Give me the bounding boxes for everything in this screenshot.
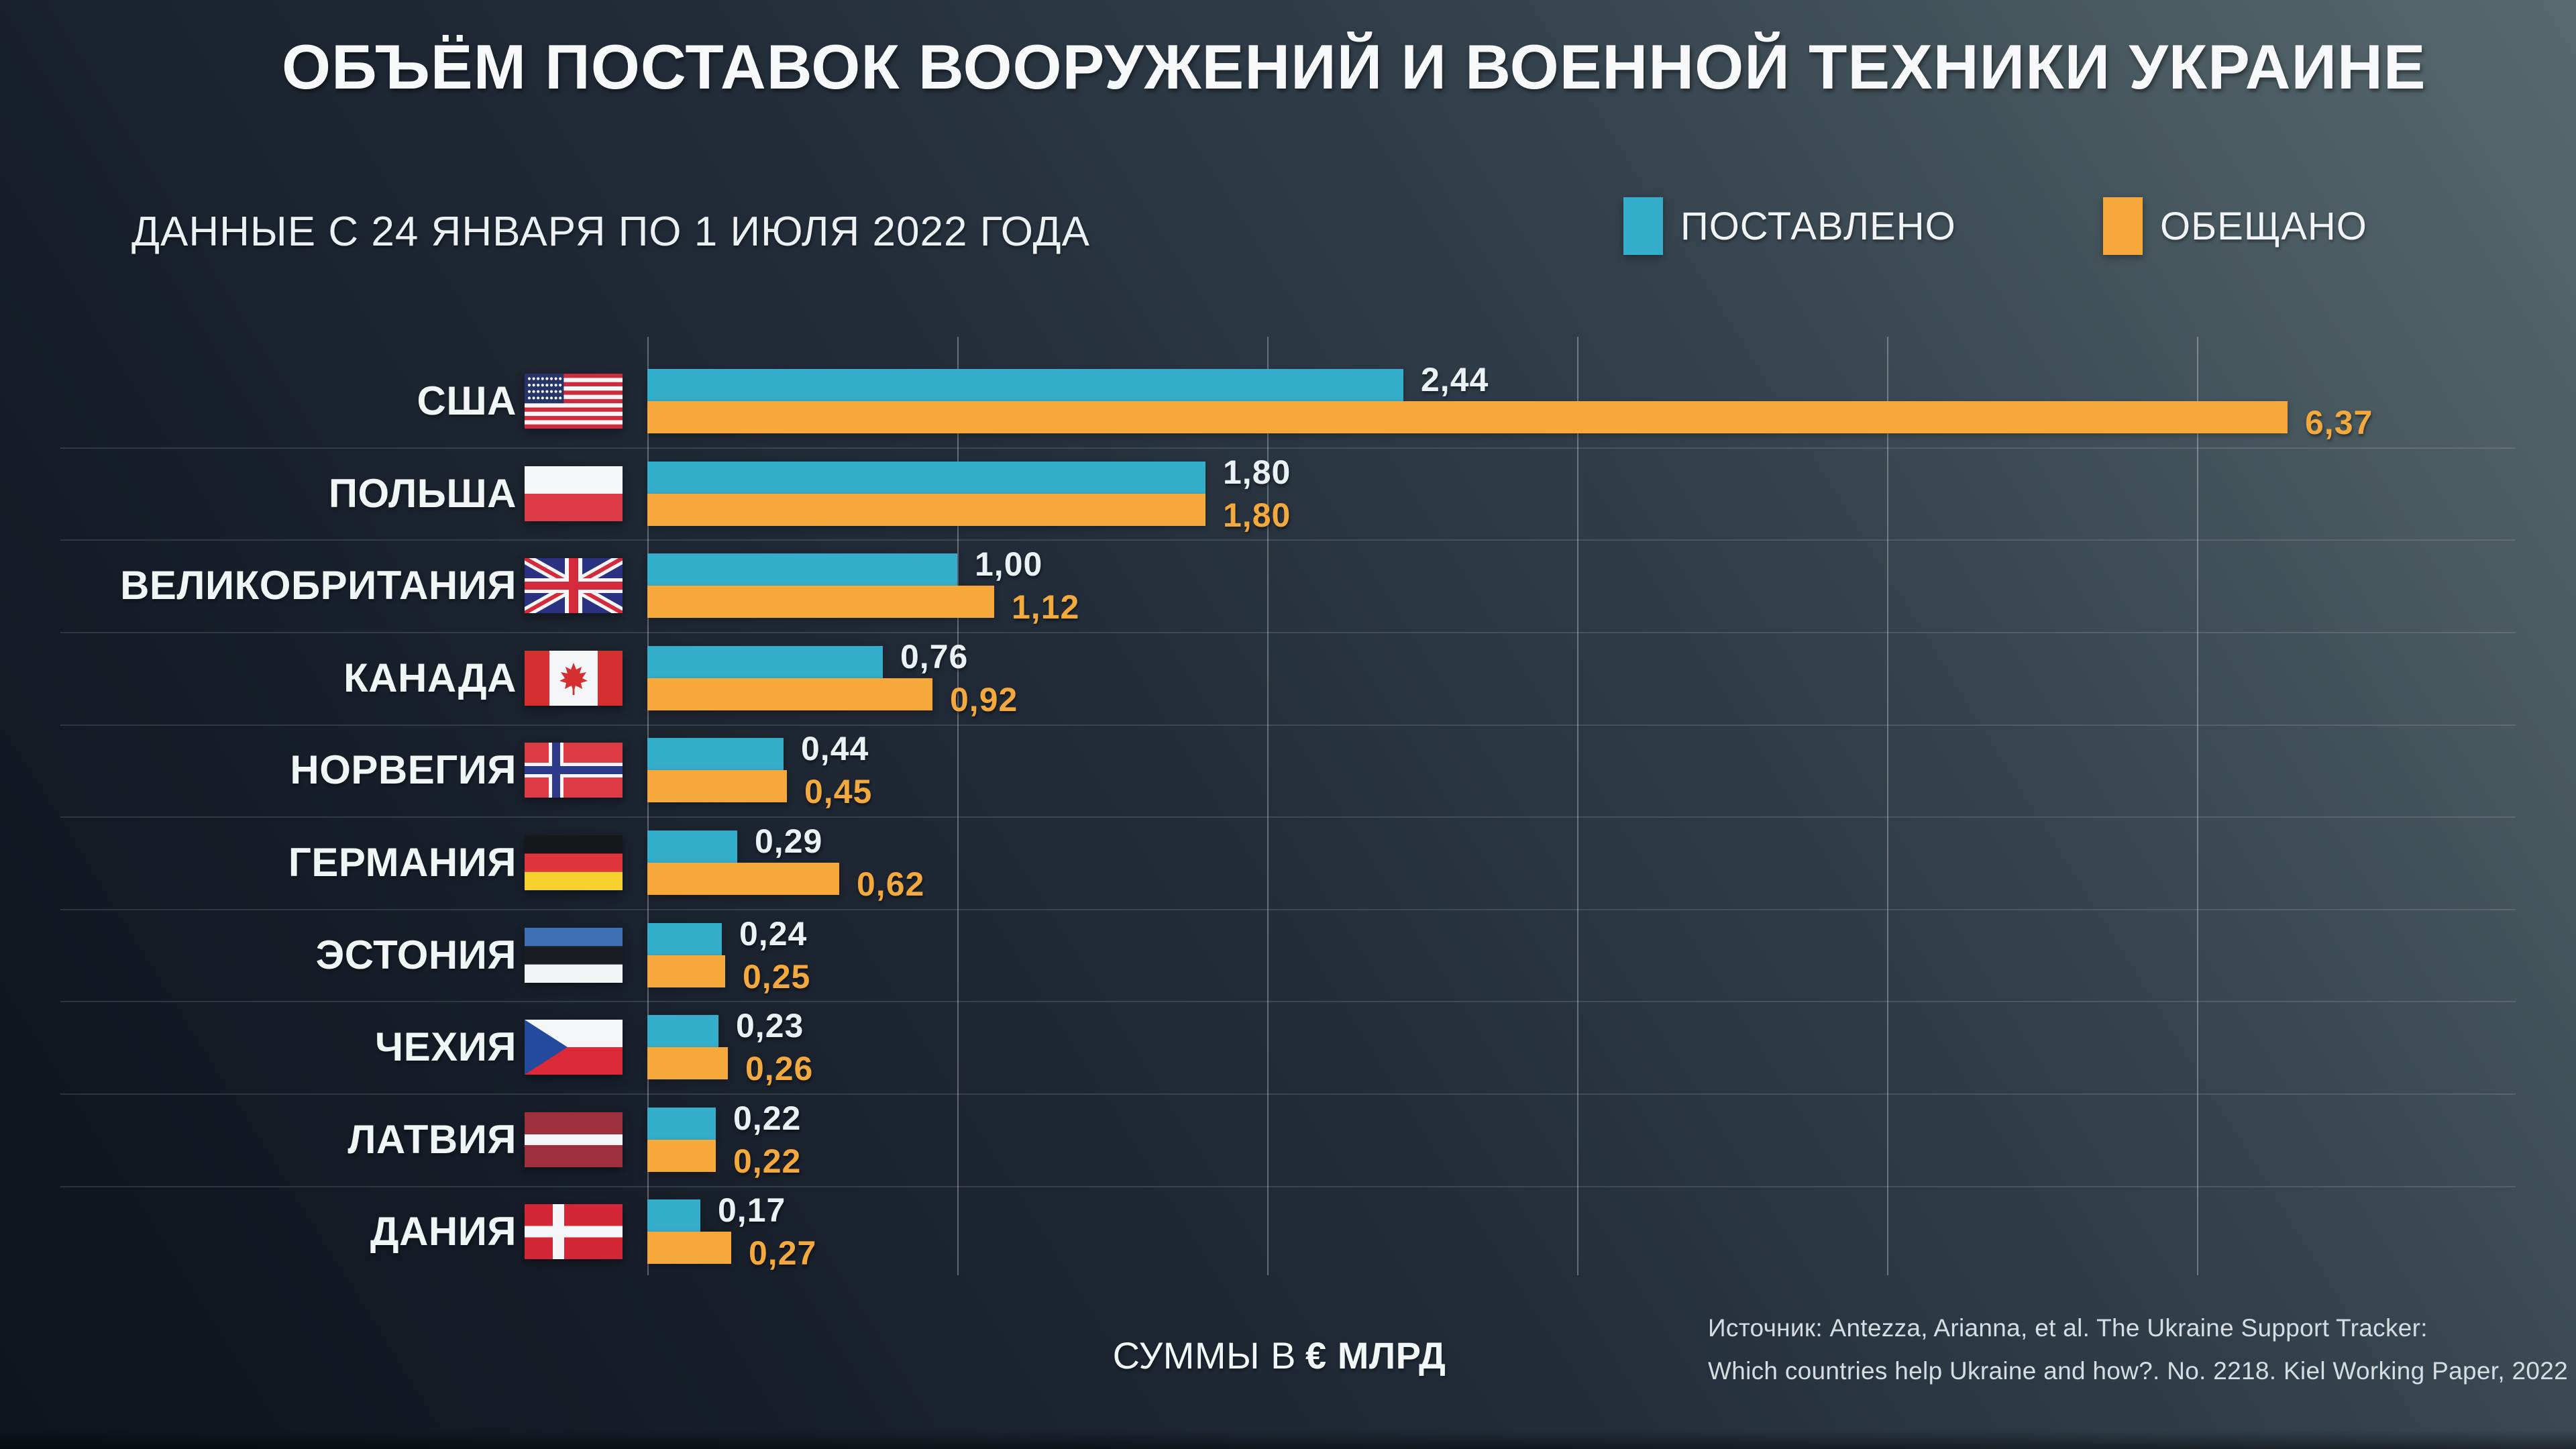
page-title: ОБЪЁМ ПОСТАВОК ВООРУЖЕНИЙ И ВОЕННОЙ ТЕХН… <box>282 32 2426 102</box>
gridline <box>1577 337 1578 1275</box>
units-note: СУММЫ В € МЛРД <box>944 1334 1615 1377</box>
promised-bar <box>647 1232 731 1264</box>
row-separator <box>60 447 2516 449</box>
promised-bar <box>647 770 787 802</box>
delivered-value: 1,00 <box>975 545 1043 583</box>
delivered-bar <box>647 738 784 770</box>
promised-value: 0,92 <box>950 681 1018 718</box>
promised-bar <box>647 678 932 710</box>
country-label: ЛАТВИЯ <box>347 1117 517 1162</box>
delivered-value: 0,24 <box>739 915 808 953</box>
delivered-bar <box>647 1015 718 1047</box>
delivered-bar <box>647 1199 700 1232</box>
country-label: КАНАДА <box>343 655 517 700</box>
legend-item-promised: ОБЕЩАНО <box>2103 197 2367 255</box>
gridline <box>957 337 959 1275</box>
delivered-value: 0,22 <box>733 1099 802 1137</box>
row-separator <box>60 1001 2516 1002</box>
country-label: ЭСТОНИЯ <box>315 932 517 977</box>
row-separator <box>60 724 2516 726</box>
promised-value: 0,25 <box>743 958 811 996</box>
flag-no-icon <box>525 743 623 798</box>
promised-bar <box>647 586 994 618</box>
row-separator <box>60 632 2516 633</box>
source-line1: Источник: Antezza, Arianna, et al. The U… <box>1708 1314 2428 1342</box>
promised-bar <box>647 1047 728 1079</box>
legend-label-promised: ОБЕЩАНО <box>2160 204 2367 248</box>
delivered-bar <box>647 553 957 586</box>
promised-value: 1,12 <box>1012 588 1080 626</box>
units-prefix: СУММЫ В <box>1112 1334 1297 1377</box>
promised-bar <box>647 955 725 987</box>
promised-bar <box>647 401 2288 433</box>
delivered-value: 2,44 <box>1421 361 1489 398</box>
promised-value: 6,37 <box>2305 404 2373 441</box>
source-note: Источник: Antezza, Arianna, et al. The U… <box>1708 1307 2568 1393</box>
delivered-value: 0,23 <box>736 1007 804 1044</box>
flag-us-icon <box>525 374 623 429</box>
flag-lv-icon <box>525 1112 623 1167</box>
delivered-value: 0,44 <box>801 730 869 767</box>
promised-bar <box>647 494 1205 526</box>
promised-bar <box>647 1140 716 1172</box>
delivered-value: 0,17 <box>718 1191 786 1229</box>
gridline <box>1887 337 1888 1275</box>
row-separator <box>60 909 2516 910</box>
delivered-value: 0,29 <box>755 822 823 860</box>
promised-swatch-icon <box>2103 197 2143 255</box>
delivered-value: 1,80 <box>1223 453 1291 491</box>
flag-de-icon <box>525 835 623 890</box>
bottom-vignette <box>0 1430 2576 1449</box>
chart-subtitle: ДАННЫЕ С 24 ЯНВАРЯ ПО 1 ИЮЛЯ 2022 ГОДА <box>131 209 1091 255</box>
delivered-bar <box>647 462 1205 494</box>
source-line2: Which countries help Ukraine and how?. N… <box>1708 1357 2568 1385</box>
delivered-swatch-icon <box>1623 197 1663 255</box>
promised-value: 0,27 <box>749 1234 817 1272</box>
promised-value: 0,26 <box>745 1050 814 1087</box>
units-currency: € МЛРД <box>1305 1334 1446 1377</box>
flag-pl-icon <box>525 466 623 521</box>
promised-bar <box>647 863 839 895</box>
delivered-value: 0,76 <box>900 638 969 676</box>
country-label: ГЕРМАНИЯ <box>288 840 517 885</box>
flag-ee-icon <box>525 928 623 983</box>
delivered-bar <box>647 830 737 863</box>
promised-value: 0,45 <box>804 773 873 810</box>
gridline <box>2197 337 2198 1275</box>
flag-cz-icon <box>525 1020 623 1075</box>
country-label: НОРВЕГИЯ <box>290 747 517 792</box>
row-separator <box>60 539 2516 541</box>
promised-value: 0,22 <box>733 1142 802 1180</box>
promised-value: 0,62 <box>857 865 925 903</box>
gridline <box>647 337 649 1275</box>
legend-item-delivered: ПОСТАВЛЕНО <box>1623 197 1956 255</box>
gridline <box>1267 337 1269 1275</box>
country-label: ПОЛЬША <box>328 471 517 516</box>
country-label: ВЕЛИКОБРИТАНИЯ <box>120 563 517 608</box>
flag-dk-icon <box>525 1204 623 1259</box>
delivered-bar <box>647 1108 716 1140</box>
delivered-bar <box>647 369 1403 401</box>
flag-ca-icon <box>525 651 623 706</box>
row-separator <box>60 1093 2516 1095</box>
country-label: США <box>417 378 517 423</box>
row-separator <box>60 816 2516 818</box>
country-label: ЧЕХИЯ <box>375 1024 517 1069</box>
country-label: ДАНИЯ <box>370 1209 517 1254</box>
promised-value: 1,80 <box>1223 496 1291 534</box>
flag-gb-icon <box>525 558 623 613</box>
legend-label-delivered: ПОСТАВЛЕНО <box>1680 204 1956 248</box>
row-separator <box>60 1186 2516 1187</box>
delivered-bar <box>647 923 722 955</box>
delivered-bar <box>647 646 883 678</box>
